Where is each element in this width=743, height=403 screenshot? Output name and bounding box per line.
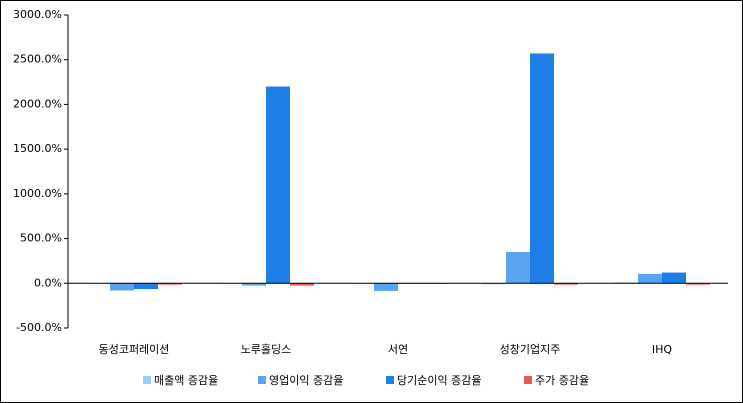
legend-swatch xyxy=(524,376,532,384)
bar xyxy=(158,283,182,285)
legend-swatch xyxy=(258,376,266,384)
legend-label: 매출액 증감율 xyxy=(154,374,218,387)
bar xyxy=(554,283,578,285)
legend-label: 영업이익 증감율 xyxy=(269,374,343,387)
y-tick-label: 2000.0% xyxy=(13,97,62,110)
y-tick-label: 500.0% xyxy=(20,232,62,245)
x-tick-label: IHQ xyxy=(652,343,673,356)
x-tick-label: 성창기업지주 xyxy=(500,343,561,356)
bar xyxy=(242,283,266,286)
bar xyxy=(266,86,290,284)
y-tick-label: 1500.0% xyxy=(13,142,62,155)
x-tick-label: 노루홀딩스 xyxy=(241,343,292,356)
bar xyxy=(638,273,662,284)
legend-swatch xyxy=(386,376,394,384)
legend-swatch xyxy=(143,376,151,384)
legend-label: 주가 증감율 xyxy=(535,374,589,387)
y-tick-label: 3000.0% xyxy=(13,8,62,21)
y-tick-label: 0.0% xyxy=(34,276,62,289)
legend-label: 당기순이익 증감율 xyxy=(397,374,481,387)
bar xyxy=(374,283,398,291)
bar xyxy=(506,251,530,284)
y-tick-label: 1000.0% xyxy=(13,187,62,200)
bar xyxy=(686,283,710,285)
bar xyxy=(290,283,314,286)
bar xyxy=(530,53,554,284)
bar xyxy=(134,283,158,290)
bar xyxy=(662,272,686,284)
y-tick-label: -500.0% xyxy=(16,321,62,334)
x-tick-label: 서연 xyxy=(388,343,408,356)
x-tick-label: 동성코퍼레이션 xyxy=(99,343,170,356)
bar xyxy=(110,283,134,291)
y-tick-label: 2500.0% xyxy=(13,53,62,66)
